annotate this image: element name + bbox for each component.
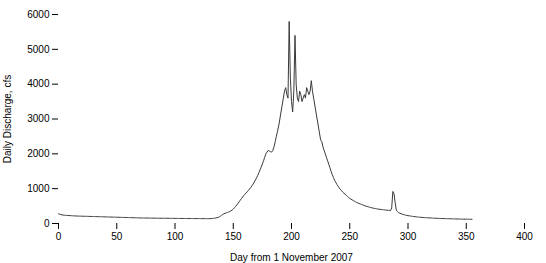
svg-text:Day from 1 November 2007: Day from 1 November 2007	[230, 252, 353, 263]
svg-text:0: 0	[56, 231, 62, 242]
svg-text:6000: 6000	[27, 9, 50, 20]
svg-text:100: 100	[167, 231, 184, 242]
svg-text:1000: 1000	[27, 183, 50, 194]
svg-text:150: 150	[225, 231, 242, 242]
svg-text:5000: 5000	[27, 44, 50, 55]
svg-text:2000: 2000	[27, 148, 50, 159]
svg-text:400: 400	[516, 231, 533, 242]
svg-text:250: 250	[341, 231, 358, 242]
svg-text:350: 350	[458, 231, 475, 242]
svg-text:3000: 3000	[27, 113, 50, 124]
svg-text:200: 200	[283, 231, 300, 242]
svg-text:4000: 4000	[27, 78, 50, 89]
svg-text:0: 0	[44, 218, 50, 229]
svg-text:300: 300	[400, 231, 417, 242]
svg-text:Daily Discharge, cfs: Daily Discharge, cfs	[2, 75, 13, 163]
svg-text:50: 50	[111, 231, 123, 242]
